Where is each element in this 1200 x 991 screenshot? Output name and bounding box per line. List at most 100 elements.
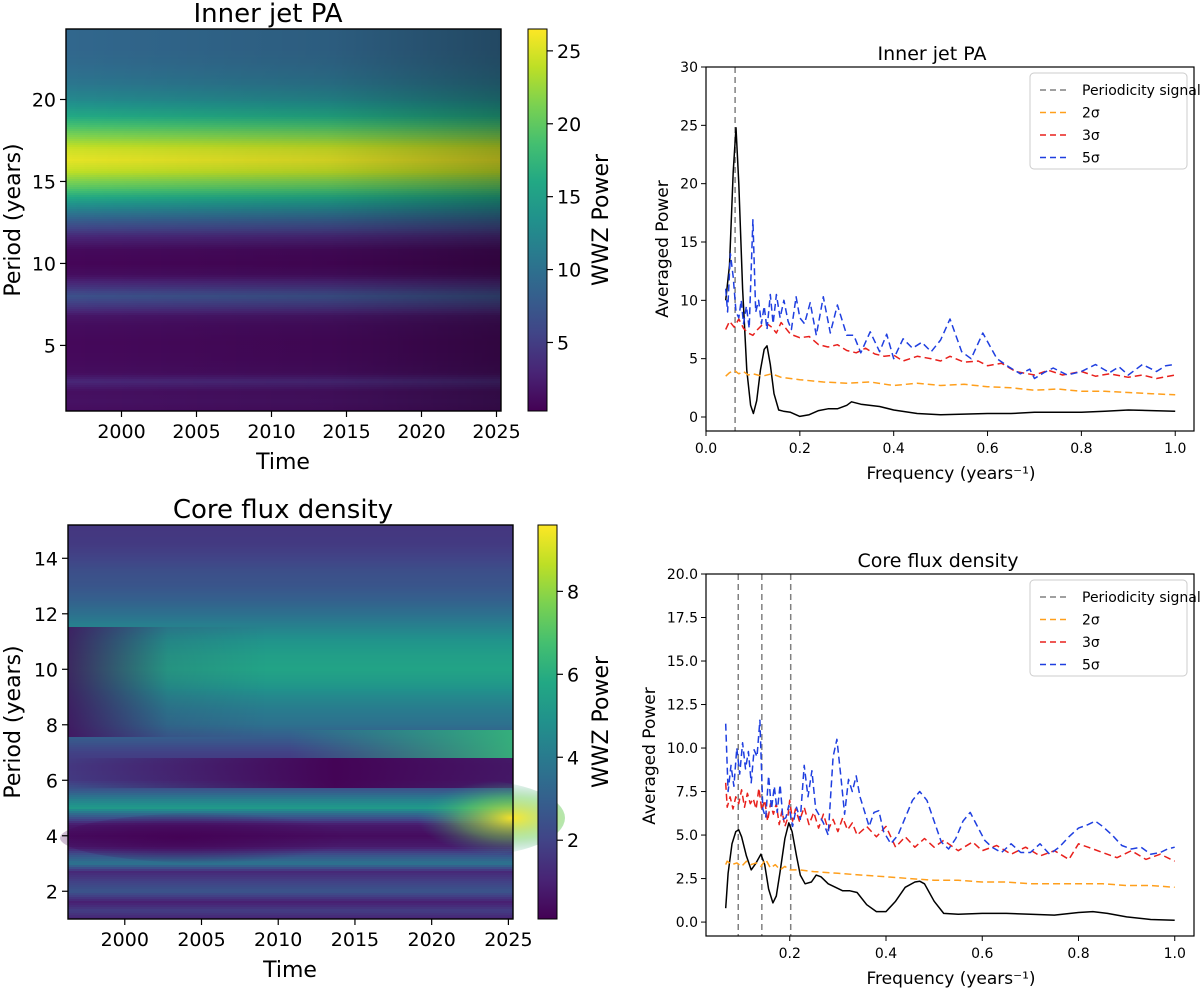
x-tick-label: 2000 xyxy=(101,929,149,951)
power-core-legend: Periodicity signal 2σ 3σ 5σ xyxy=(1029,579,1200,677)
significance-line-4sigma xyxy=(724,719,1175,855)
heatmap-band xyxy=(68,863,513,866)
heatmap-band xyxy=(68,911,513,914)
heatmap-band xyxy=(68,799,513,802)
heatmap-band xyxy=(68,649,513,652)
heatmap-band xyxy=(68,613,513,616)
heatmap-pa-title: Inner jet PA xyxy=(193,0,342,29)
heatmap-band xyxy=(68,651,513,654)
y-tick-label: 12 xyxy=(34,604,58,626)
heatmap-band xyxy=(68,683,513,686)
heatmap-band xyxy=(68,555,513,558)
heatmap-band xyxy=(68,535,513,538)
heatmap-band xyxy=(68,643,513,646)
x-tick-label: 2010 xyxy=(254,929,302,951)
heatmap-band xyxy=(68,623,513,626)
heatmap-band xyxy=(68,629,513,632)
heatmap-pa-y-label: Period (years) xyxy=(1,143,26,296)
power-pa-title: Inner jet PA xyxy=(878,43,987,65)
heatmap-band xyxy=(68,873,513,876)
legend-frame xyxy=(1029,579,1188,677)
heatmap-band xyxy=(68,541,513,544)
x-tick-label: 0.8 xyxy=(1067,946,1089,962)
heatmap-band xyxy=(68,909,513,912)
x-tick-label: 0.2 xyxy=(779,946,801,962)
heatmap-band xyxy=(68,571,513,574)
y-tick-label: 7.5 xyxy=(676,785,698,801)
heatmap-core-y-label: Period (years) xyxy=(1,645,26,798)
heatmap-band xyxy=(68,615,513,618)
heatmap-band xyxy=(68,725,513,728)
heatmap-band xyxy=(68,895,513,898)
heatmap-band xyxy=(68,665,513,668)
heatmap-band xyxy=(68,539,513,542)
heatmap-band xyxy=(68,677,513,680)
heatmap-band xyxy=(68,789,513,792)
heatmap-band xyxy=(68,587,513,590)
heatmap-band xyxy=(68,793,513,796)
colorbar-pa xyxy=(527,28,548,412)
heatmap-band xyxy=(68,893,513,896)
heatmap-core-flux-density: Core flux density 2000 2005 2010 2015 2020 20… xyxy=(1,495,614,983)
heatmap-band xyxy=(68,699,513,702)
heatmap-band xyxy=(68,619,513,622)
y-tick-label: 2.5 xyxy=(676,872,698,888)
heatmap-band xyxy=(68,903,513,906)
legend-label: Periodicity signal xyxy=(1082,83,1200,99)
heatmap-band xyxy=(68,787,513,790)
heatmap-band xyxy=(68,691,513,694)
heatmap-band xyxy=(68,713,513,716)
colorbar-core-label: WWZ Power xyxy=(589,655,614,788)
colorbar-tick-label: 2 xyxy=(567,830,579,852)
averaged-power-line xyxy=(724,126,1176,418)
heatmap-band xyxy=(68,803,513,806)
x-tick-label: 1.0 xyxy=(1164,946,1186,962)
heatmap-band xyxy=(68,689,513,692)
heatmap-band xyxy=(68,655,513,658)
y-tick-label: 10 xyxy=(34,659,58,681)
heatmap-band xyxy=(68,601,513,604)
averaged-power-line xyxy=(724,822,1175,922)
heatmap-band xyxy=(68,593,513,596)
power-pa-y-ticks: 0 5 10 15 20 25 30 xyxy=(680,60,706,426)
heatmap-band xyxy=(68,701,513,704)
heatmap-band xyxy=(68,653,513,656)
x-tick-label: 2015 xyxy=(322,421,370,443)
x-tick-label: 2010 xyxy=(247,421,295,443)
heatmap-band xyxy=(68,915,513,918)
y-tick-label: 10 xyxy=(32,253,56,275)
heatmap-band xyxy=(68,657,513,660)
heatmap-band xyxy=(68,531,513,534)
heatmap-band xyxy=(68,527,513,530)
x-tick-label: 0.2 xyxy=(789,441,811,457)
x-tick-label: 1.0 xyxy=(1164,441,1186,457)
heatmap-band xyxy=(68,797,513,800)
heatmap-band xyxy=(68,641,513,644)
heatmap-band xyxy=(68,795,513,798)
heatmap-band xyxy=(68,597,513,600)
heatmap-band xyxy=(68,905,513,908)
heatmap-band xyxy=(68,553,513,556)
x-tick-label: 0.4 xyxy=(883,441,905,457)
heatmap-band xyxy=(68,567,513,570)
heatmap-band xyxy=(68,877,513,880)
y-tick-label: 4 xyxy=(46,826,58,848)
heatmap-band xyxy=(68,717,513,720)
heatmap-band xyxy=(68,669,513,672)
heatmap-band xyxy=(68,589,513,592)
x-tick-label: 2005 xyxy=(172,421,220,443)
heatmap-band xyxy=(68,529,513,532)
colorbar-pa-ticks: 5 10 15 20 25 xyxy=(547,41,581,354)
power-pa-x-label: Frequency (years⁻¹) xyxy=(866,464,1035,484)
heatmap-band xyxy=(68,681,513,684)
heatmap-core-hot-spot xyxy=(375,780,565,856)
significance-line-2sigma xyxy=(725,858,1175,889)
heatmap-band xyxy=(68,631,513,634)
y-tick-label: 10 xyxy=(680,293,698,309)
power-core-x-ticks: 0.2 0.4 0.6 0.8 1.0 xyxy=(779,936,1186,962)
heatmap-band xyxy=(68,695,513,698)
power-spectrum-inner-jet-pa: Inner jet PA 0.0 0.2 0.4 0.6 0.8 1.0 0 5 10 15 20… xyxy=(653,43,1200,484)
y-tick-label: 20 xyxy=(32,89,56,111)
x-tick-label: 0.4 xyxy=(875,946,897,962)
heatmap-band xyxy=(68,809,513,812)
